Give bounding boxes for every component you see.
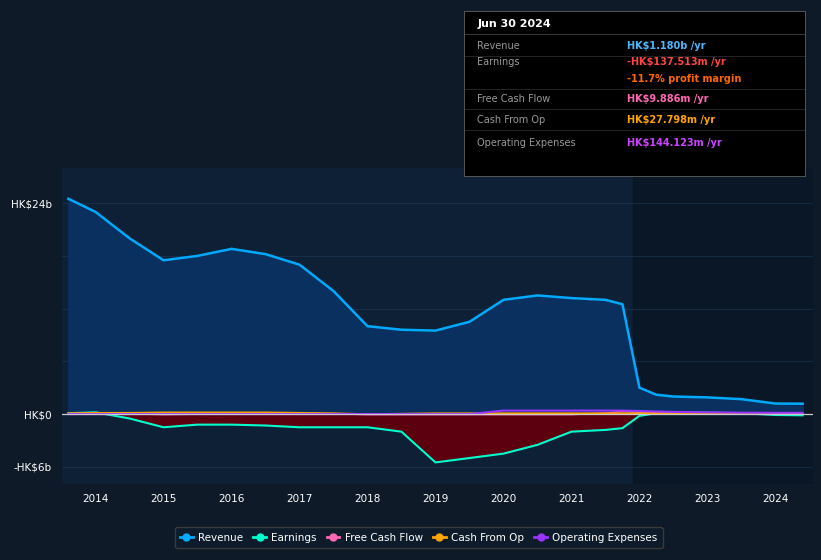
Text: HK$27.798m /yr: HK$27.798m /yr <box>627 115 716 125</box>
Bar <box>633 168 813 484</box>
Text: Cash From Op: Cash From Op <box>478 115 546 125</box>
Text: Jun 30 2024: Jun 30 2024 <box>478 20 551 30</box>
Legend: Revenue, Earnings, Free Cash Flow, Cash From Op, Operating Expenses: Revenue, Earnings, Free Cash Flow, Cash … <box>175 528 663 548</box>
Text: -HK$137.513m /yr: -HK$137.513m /yr <box>627 58 726 67</box>
Text: -11.7% profit margin: -11.7% profit margin <box>627 74 742 84</box>
Text: Revenue: Revenue <box>478 41 521 51</box>
Text: HK$9.886m /yr: HK$9.886m /yr <box>627 94 709 104</box>
Text: HK$144.123m /yr: HK$144.123m /yr <box>627 138 722 148</box>
Text: HK$1.180b /yr: HK$1.180b /yr <box>627 41 706 51</box>
Text: Free Cash Flow: Free Cash Flow <box>478 94 551 104</box>
Text: Operating Expenses: Operating Expenses <box>478 138 576 148</box>
Text: Earnings: Earnings <box>478 58 520 67</box>
